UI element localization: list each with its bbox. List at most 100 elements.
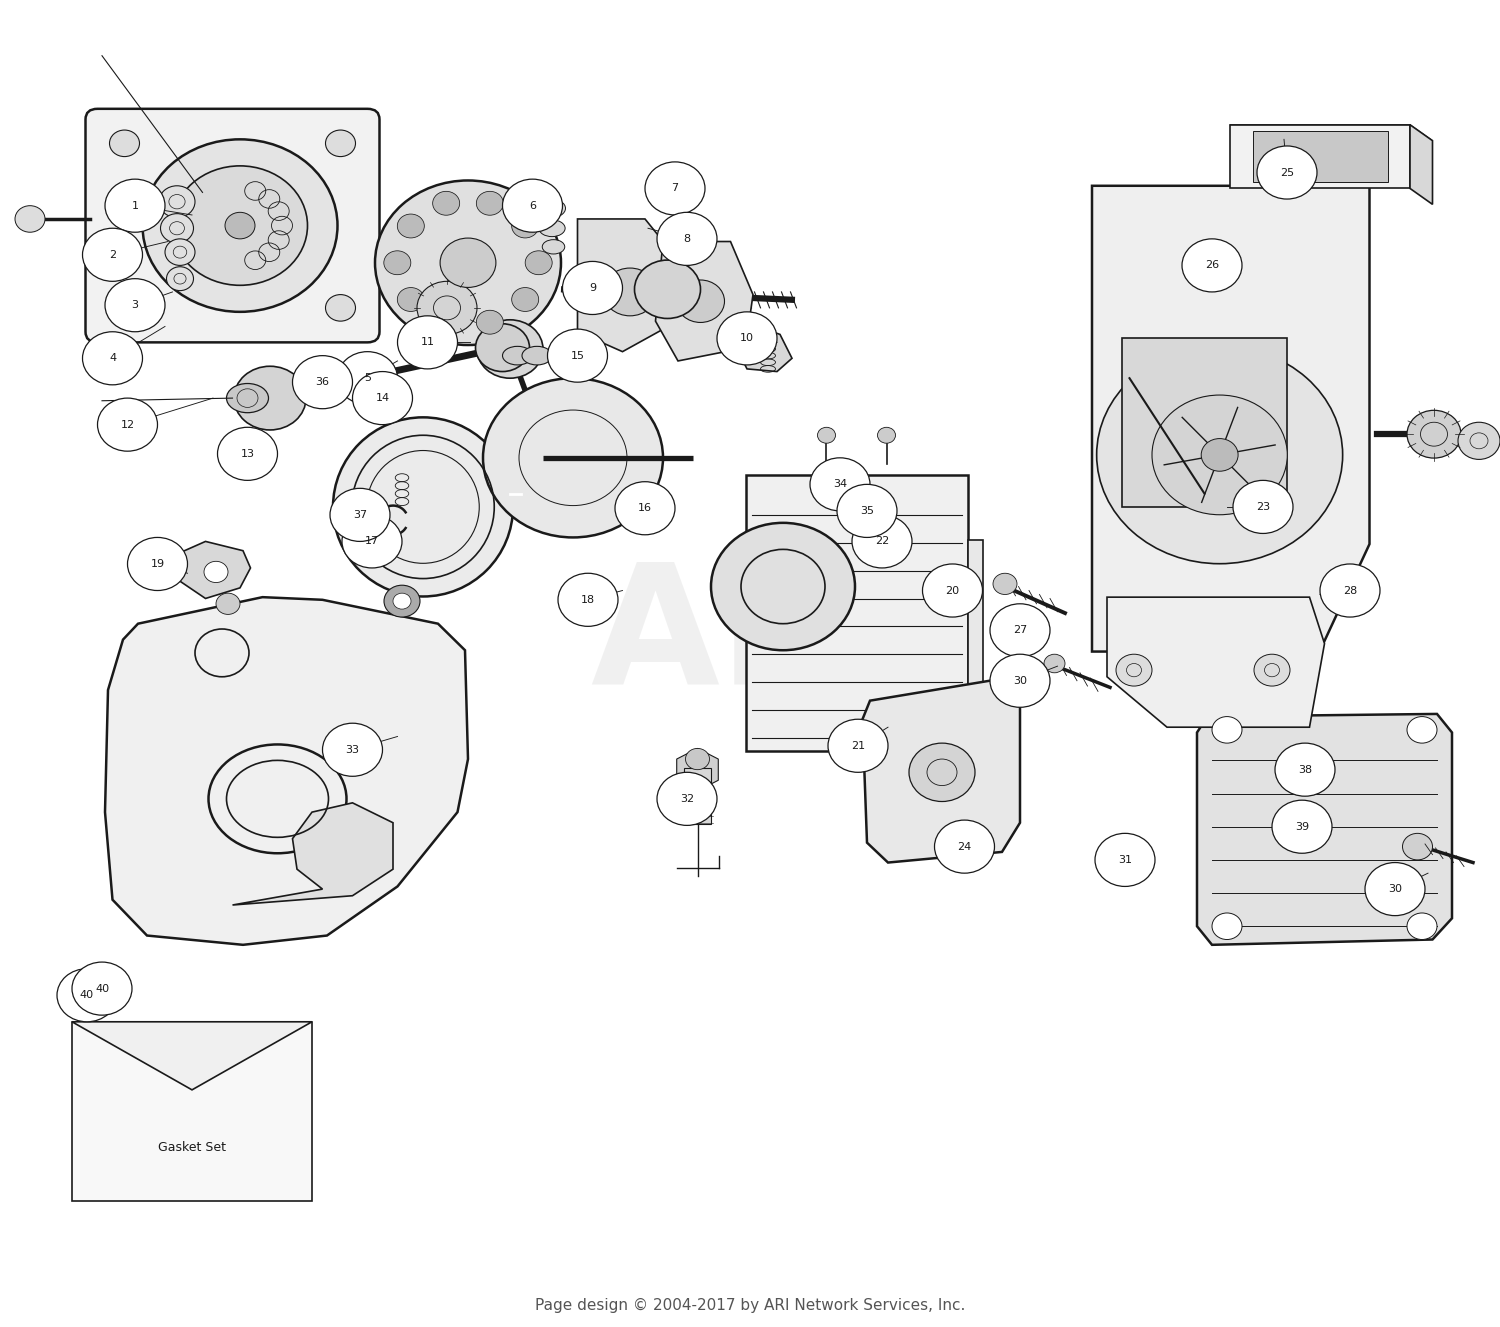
Text: 16: 16 <box>638 503 652 514</box>
Polygon shape <box>1410 125 1432 204</box>
Circle shape <box>393 593 411 609</box>
Text: 25: 25 <box>1280 167 1294 178</box>
Text: 34: 34 <box>833 479 848 490</box>
Circle shape <box>603 268 657 316</box>
Circle shape <box>990 654 1050 707</box>
Circle shape <box>204 561 228 583</box>
Circle shape <box>338 352 398 405</box>
Circle shape <box>398 288 424 312</box>
Text: 31: 31 <box>1118 855 1132 865</box>
Text: 39: 39 <box>1294 821 1310 832</box>
Circle shape <box>828 719 888 772</box>
Text: 24: 24 <box>957 841 972 852</box>
Text: 28: 28 <box>1342 585 1358 596</box>
Polygon shape <box>656 242 753 361</box>
Polygon shape <box>735 321 792 372</box>
Circle shape <box>1096 346 1342 564</box>
Text: 15: 15 <box>570 350 585 361</box>
Ellipse shape <box>538 220 566 236</box>
Ellipse shape <box>536 199 566 218</box>
Circle shape <box>432 191 459 215</box>
Circle shape <box>128 537 188 591</box>
Circle shape <box>810 458 870 511</box>
Circle shape <box>326 130 356 157</box>
Circle shape <box>216 593 240 614</box>
Circle shape <box>72 962 132 1015</box>
Text: 23: 23 <box>1256 502 1270 512</box>
Circle shape <box>548 329 608 382</box>
Circle shape <box>1272 800 1332 853</box>
Circle shape <box>330 488 390 541</box>
Circle shape <box>1182 239 1242 292</box>
Circle shape <box>1275 743 1335 796</box>
Ellipse shape <box>543 240 564 253</box>
Circle shape <box>375 180 561 345</box>
Circle shape <box>1254 654 1290 686</box>
Circle shape <box>326 295 356 321</box>
Circle shape <box>483 378 663 537</box>
Circle shape <box>142 139 338 312</box>
Circle shape <box>160 214 194 243</box>
Circle shape <box>1116 654 1152 686</box>
Polygon shape <box>105 597 468 945</box>
Text: 9: 9 <box>590 283 596 293</box>
Circle shape <box>1044 654 1065 673</box>
Circle shape <box>634 260 700 318</box>
Circle shape <box>909 743 975 802</box>
Circle shape <box>1212 717 1242 743</box>
Circle shape <box>711 523 855 650</box>
Circle shape <box>1407 717 1437 743</box>
Text: 30: 30 <box>1013 675 1028 686</box>
Text: 38: 38 <box>1298 764 1312 775</box>
Text: Gasket Set: Gasket Set <box>158 1141 226 1153</box>
Text: 2: 2 <box>110 249 116 260</box>
Circle shape <box>524 430 572 472</box>
Circle shape <box>676 280 724 322</box>
Circle shape <box>1407 410 1461 458</box>
Circle shape <box>1152 395 1287 515</box>
Circle shape <box>398 214 424 238</box>
Circle shape <box>1458 422 1500 459</box>
Circle shape <box>322 723 382 776</box>
Circle shape <box>82 332 142 385</box>
Circle shape <box>217 427 278 480</box>
Circle shape <box>990 604 1050 657</box>
Circle shape <box>398 316 458 369</box>
Circle shape <box>1365 863 1425 916</box>
Circle shape <box>993 573 1017 594</box>
Circle shape <box>645 162 705 215</box>
Circle shape <box>934 820 994 873</box>
Circle shape <box>15 206 45 232</box>
Polygon shape <box>1122 338 1287 507</box>
Text: 40: 40 <box>80 990 94 1001</box>
Circle shape <box>352 372 413 425</box>
Text: 18: 18 <box>580 594 596 605</box>
Text: 19: 19 <box>150 559 165 569</box>
Circle shape <box>1095 833 1155 886</box>
Circle shape <box>1257 146 1317 199</box>
Circle shape <box>512 288 538 312</box>
Ellipse shape <box>503 346 532 365</box>
Polygon shape <box>1252 131 1388 182</box>
Circle shape <box>558 573 618 626</box>
Circle shape <box>342 515 402 568</box>
Circle shape <box>878 427 896 443</box>
Polygon shape <box>1092 186 1370 652</box>
Circle shape <box>110 295 140 321</box>
Circle shape <box>57 969 117 1022</box>
Text: 35: 35 <box>859 506 874 516</box>
Polygon shape <box>176 541 250 598</box>
Polygon shape <box>676 748 718 791</box>
Circle shape <box>1212 913 1242 940</box>
Text: 1: 1 <box>132 200 138 211</box>
Text: 30: 30 <box>1388 884 1402 894</box>
Circle shape <box>225 212 255 239</box>
Circle shape <box>165 239 195 265</box>
Text: 32: 32 <box>680 794 694 804</box>
Circle shape <box>432 311 459 334</box>
Text: 6: 6 <box>530 200 536 211</box>
Text: 21: 21 <box>850 740 865 751</box>
Circle shape <box>657 212 717 265</box>
Circle shape <box>686 748 709 770</box>
Circle shape <box>476 324 530 372</box>
